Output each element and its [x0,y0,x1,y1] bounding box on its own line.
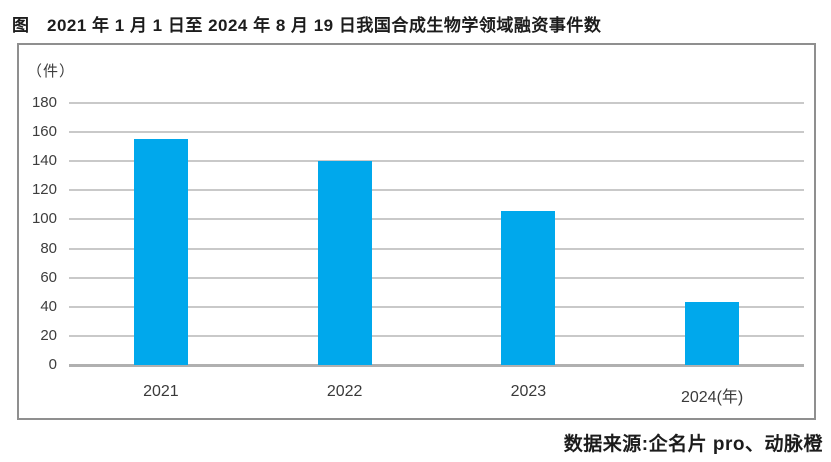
y-tick-label-0: 0 [48,356,57,373]
y-tick-label-60: 60 [40,268,57,286]
gridline-60 [69,276,804,279]
x-label-2021: 2021 [143,383,179,400]
gridline-100 [69,218,804,221]
x-label-2022: 2022 [326,383,363,400]
gridline-80 [69,247,804,250]
y-tick-label-80: 80 [40,239,57,257]
y-tick-label-120: 120 [31,181,57,199]
gridline-180 [69,102,804,104]
bar-2023 [501,210,556,365]
plot-area [69,102,804,367]
y-axis-unit-label: （件） [27,63,76,80]
chart-title: 图 2021 年 1 月 1 日至 2024 年 8 月 19 日我国合成生物学… [12,16,602,35]
x-label-2023: 2023 [510,383,547,400]
gridline-40 [69,305,804,308]
gridline-140 [69,160,804,163]
y-tick-label-140: 140 [31,152,57,170]
y-tick-label-40: 40 [40,297,57,315]
data-source-caption: 数据来源:企名片 pro、动脉橙 [563,434,823,455]
y-tick-label-20: 20 [40,326,57,344]
chart-frame: （件） 0 20 40 60 80 100 120 140 160 180 2021 2022 202… [17,43,816,420]
bar-2024(年) [685,302,740,365]
y-tick-label-160: 160 [31,123,57,141]
gridline-20 [69,334,804,337]
bar-2022 [317,161,372,365]
bar-2021 [133,139,188,365]
y-tick-label-100: 100 [31,210,57,228]
x-label-2024(年): 2024(年) [680,389,744,406]
y-tick-label-180: 180 [31,94,57,111]
gridline-160 [69,131,804,134]
gridline-120 [69,189,804,192]
x-axis-baseline [69,364,804,367]
